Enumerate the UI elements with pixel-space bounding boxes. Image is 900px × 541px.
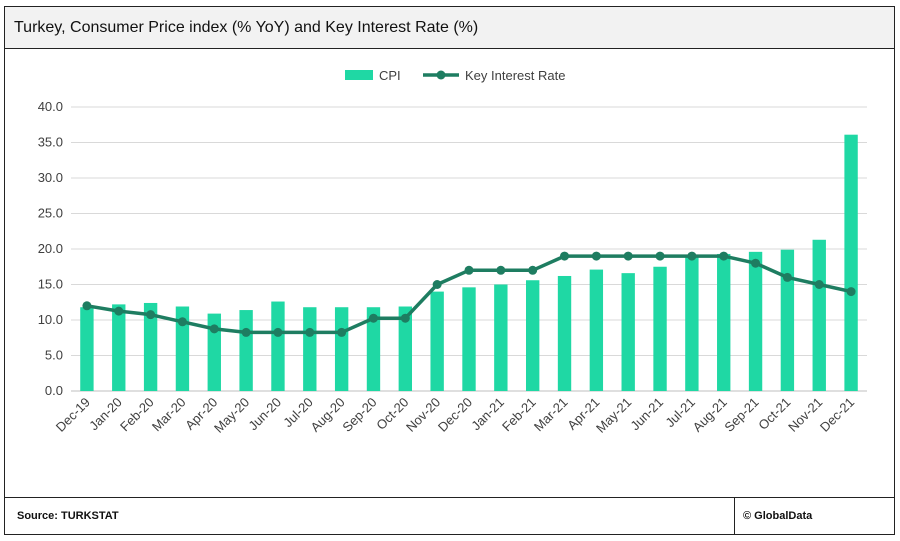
x-tick-label: Nov-20 — [403, 395, 443, 435]
key-interest-rate-point — [751, 258, 761, 268]
cpi-bar — [143, 302, 158, 391]
x-tick-label: Mar-21 — [531, 395, 571, 435]
copyright-note: © GlobalData — [743, 510, 813, 522]
x-tick-label: May-20 — [211, 395, 252, 436]
cpi-bar — [271, 301, 285, 391]
key-interest-rate-point — [846, 287, 856, 297]
key-interest-rate-point — [337, 327, 347, 337]
x-tick-label: May-21 — [593, 395, 634, 436]
y-tick-label: 10.0 — [38, 312, 63, 327]
cpi-bar — [812, 239, 826, 391]
key-interest-rate-point — [209, 324, 219, 334]
key-interest-rate-point — [368, 313, 378, 323]
x-tick-label: Feb-20 — [117, 395, 157, 435]
legend-rate-marker — [436, 70, 446, 80]
key-interest-rate-point — [782, 272, 792, 282]
combo-chart: 0.0 5.0 10.0 15.0 20.0 25.0 30.0 35.0 40.0 Dec-19… — [38, 68, 867, 436]
cpi-bar — [112, 304, 126, 391]
cpi-bar — [462, 287, 476, 391]
x-tick-label: Jan-20 — [86, 395, 125, 434]
cpi-bar — [303, 307, 317, 391]
key-interest-rate-point — [273, 327, 283, 337]
key-interest-rate-point — [82, 301, 92, 311]
chart-frame: Turkey, Consumer Price index (% YoY) and… — [4, 6, 895, 535]
cpi-bar — [334, 307, 349, 391]
cpi-bar — [589, 269, 604, 391]
y-tick-label: 40.0 — [38, 99, 63, 114]
key-interest-rate-point — [528, 265, 538, 275]
key-interest-rate-point — [496, 265, 506, 275]
y-tick-label: 35.0 — [38, 135, 63, 150]
x-tick-label: Mar-20 — [149, 395, 189, 435]
legend-cpi-label: CPI — [379, 68, 401, 83]
cpi-bar — [748, 251, 763, 391]
cpi-bar — [685, 256, 699, 391]
cpi-bar — [780, 249, 795, 391]
x-tick-label: Dec-20 — [435, 395, 475, 435]
x-tick-label: Jun-20 — [245, 395, 284, 434]
cpi-bar — [80, 307, 94, 391]
cpi-bar — [239, 310, 253, 391]
x-tick-label: Dec-19 — [53, 395, 93, 435]
cpi-bar — [430, 291, 444, 391]
x-tick-label: Jan-21 — [468, 395, 507, 434]
cpi-bar — [494, 284, 508, 391]
y-tick-label: 15.0 — [38, 277, 63, 292]
key-interest-rate-point — [591, 251, 601, 261]
x-tick-label: Aug-20 — [308, 395, 348, 435]
chart-title: Turkey, Consumer Price index (% YoY) and… — [14, 19, 479, 36]
key-interest-rate-point — [687, 251, 697, 261]
key-interest-rate-point — [305, 327, 315, 337]
x-tick-label: Aug-21 — [690, 395, 730, 435]
key-interest-rate-point — [623, 251, 633, 261]
x-tick-label: Sep-20 — [339, 395, 379, 435]
y-tick-label: 20.0 — [38, 241, 63, 256]
cpi-bar — [653, 266, 667, 391]
y-tick-label: 30.0 — [38, 170, 63, 185]
title-bar: Turkey, Consumer Price index (% YoY) and… — [5, 7, 894, 49]
x-tick-label: Jun-21 — [627, 395, 666, 434]
footer: Source: TURKSTAT © GlobalData — [5, 497, 894, 534]
cpi-bar — [844, 134, 858, 391]
cpi-bar — [366, 307, 381, 391]
x-tick-label: Feb-21 — [499, 395, 539, 435]
cpi-bar — [207, 313, 221, 391]
key-interest-rate-point — [655, 251, 665, 261]
cpi-bar — [175, 306, 190, 391]
cpi-bar — [398, 306, 413, 391]
key-interest-rate-point — [146, 310, 156, 320]
x-tick-label: Sep-21 — [721, 395, 761, 435]
key-interest-rate-point — [400, 313, 410, 323]
footer-divider — [734, 498, 735, 534]
cpi-bar — [717, 253, 731, 391]
key-interest-rate-point — [177, 317, 187, 327]
key-interest-rate-point — [814, 280, 824, 289]
x-tick-label: Dec-21 — [817, 395, 857, 435]
key-interest-rate-point — [114, 306, 124, 316]
x-tick-label: Nov-21 — [785, 395, 825, 435]
cpi-bar — [525, 280, 540, 391]
key-interest-rate-point — [464, 265, 474, 275]
source-note: Source: TURKSTAT — [17, 510, 119, 522]
cpi-bar — [557, 275, 572, 391]
key-interest-rate-point — [719, 251, 729, 261]
y-tick-label: 5.0 — [45, 348, 63, 363]
chart-area: 0.0 5.0 10.0 15.0 20.0 25.0 30.0 35.0 40.0 Dec-19… — [5, 49, 894, 499]
cpi-bar — [621, 273, 635, 391]
legend-cpi-swatch — [345, 70, 373, 80]
y-tick-label: 25.0 — [38, 206, 63, 221]
key-interest-rate-point — [432, 280, 442, 289]
key-interest-rate-point — [241, 327, 251, 337]
legend-rate-label: Key Interest Rate — [465, 68, 565, 83]
y-tick-label: 0.0 — [45, 383, 63, 398]
key-interest-rate-point — [560, 251, 570, 261]
